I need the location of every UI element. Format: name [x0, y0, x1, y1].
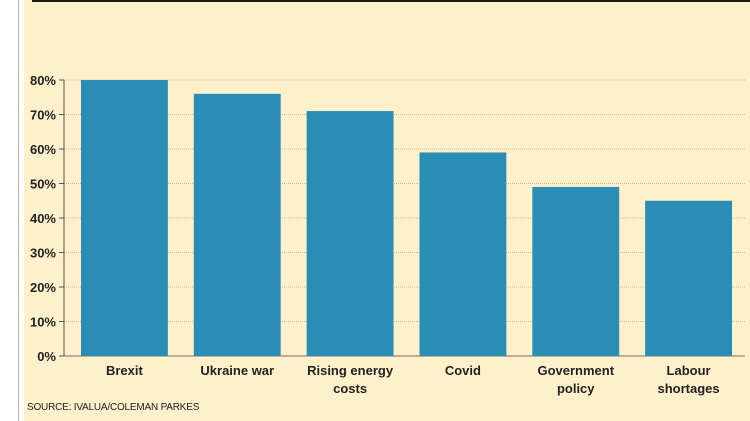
- y-tick-label: 10%: [30, 315, 56, 330]
- y-tick-label: 40%: [30, 211, 56, 226]
- bar: [193, 93, 281, 357]
- x-category-label: shortages: [658, 381, 720, 396]
- x-category-label: Government: [537, 363, 614, 378]
- x-category-label: Covid: [445, 363, 481, 378]
- x-category-label: policy: [557, 381, 595, 396]
- bar: [419, 152, 507, 356]
- y-tick-label: 50%: [30, 177, 56, 192]
- source-note: SOURCE: IVALUA/COLEMAN PARKES: [27, 402, 200, 413]
- x-category-label: costs: [333, 381, 367, 396]
- x-category-label: Ukraine war: [200, 363, 274, 378]
- y-tick-label: 70%: [30, 108, 56, 123]
- bar: [645, 200, 733, 356]
- y-tick-label: 80%: [30, 73, 56, 88]
- x-category-label: Labour: [667, 363, 711, 378]
- bar: [80, 80, 168, 356]
- y-tick-label: 30%: [30, 246, 56, 261]
- left-border: [18, 0, 19, 421]
- y-tick-label: 0%: [37, 349, 56, 364]
- x-category-label: Rising energy: [307, 363, 394, 378]
- bar: [306, 111, 394, 356]
- bar: [532, 186, 620, 356]
- y-tick-label: 20%: [30, 280, 56, 295]
- top-border: [32, 0, 750, 2]
- y-tick-label: 60%: [30, 142, 56, 157]
- x-category-label: Brexit: [106, 363, 144, 378]
